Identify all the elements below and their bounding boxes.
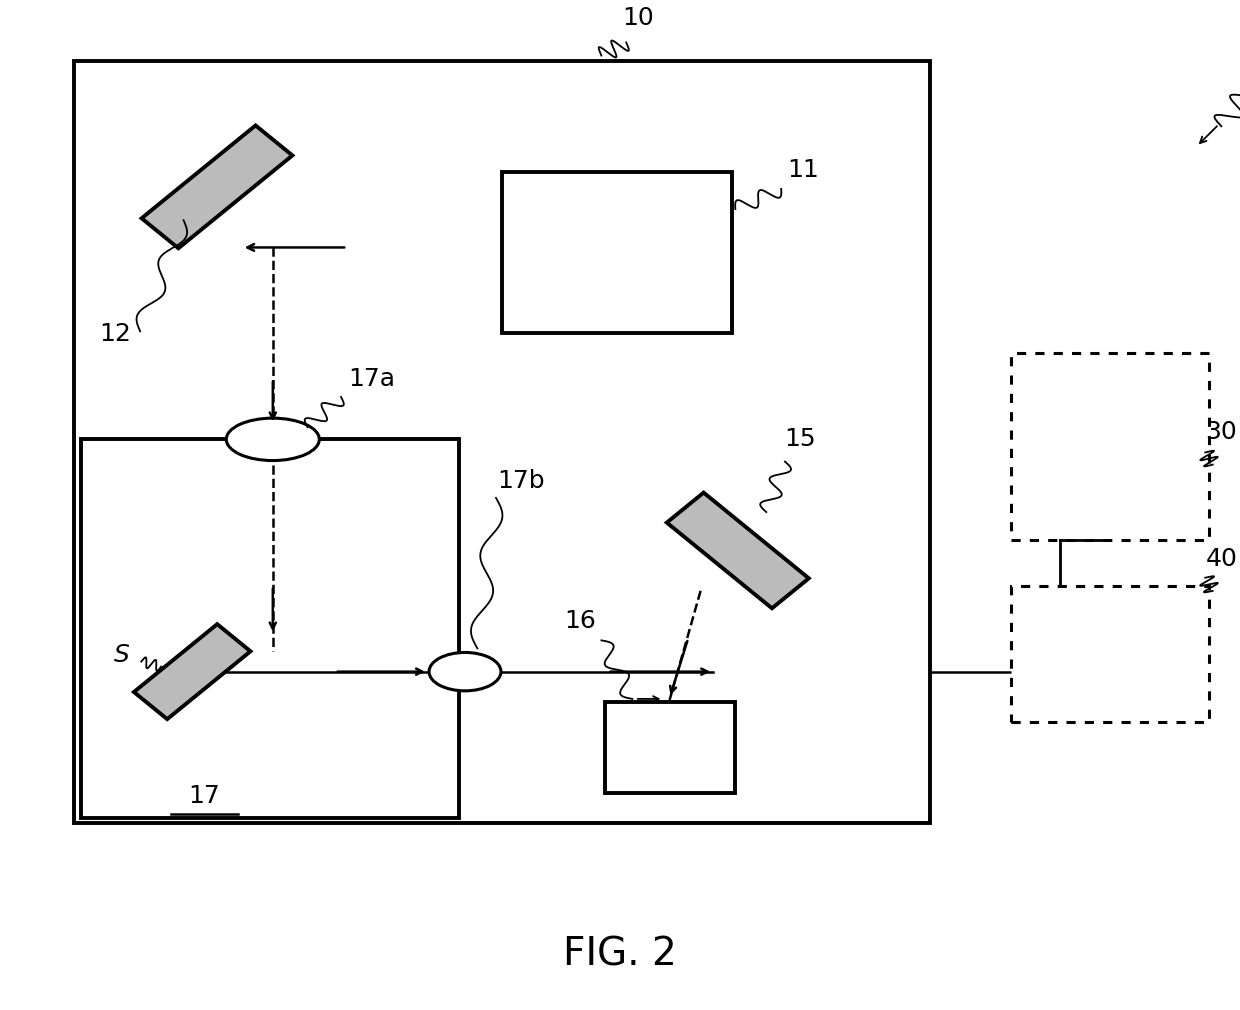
Text: 10: 10 [622, 6, 655, 30]
Polygon shape [667, 493, 808, 608]
Text: S: S [114, 642, 129, 667]
Text: 16: 16 [564, 609, 596, 633]
Text: 15: 15 [784, 427, 816, 451]
Text: 12: 12 [99, 322, 131, 346]
Text: FIG. 2: FIG. 2 [563, 935, 677, 974]
Text: 40: 40 [1205, 546, 1238, 571]
Text: 11: 11 [787, 158, 820, 182]
Bar [605, 702, 735, 793]
Bar [502, 172, 732, 333]
Text: 17a: 17a [348, 367, 396, 391]
Polygon shape [141, 125, 293, 248]
Text: 30: 30 [1205, 420, 1238, 444]
Ellipse shape [429, 652, 501, 691]
Bar [1011, 354, 1209, 540]
Polygon shape [134, 624, 250, 719]
Bar [74, 61, 930, 823]
Bar [81, 439, 459, 818]
Ellipse shape [226, 418, 320, 461]
Text: 17b: 17b [497, 469, 544, 493]
Text: 17: 17 [188, 784, 221, 808]
Bar [1011, 586, 1209, 722]
